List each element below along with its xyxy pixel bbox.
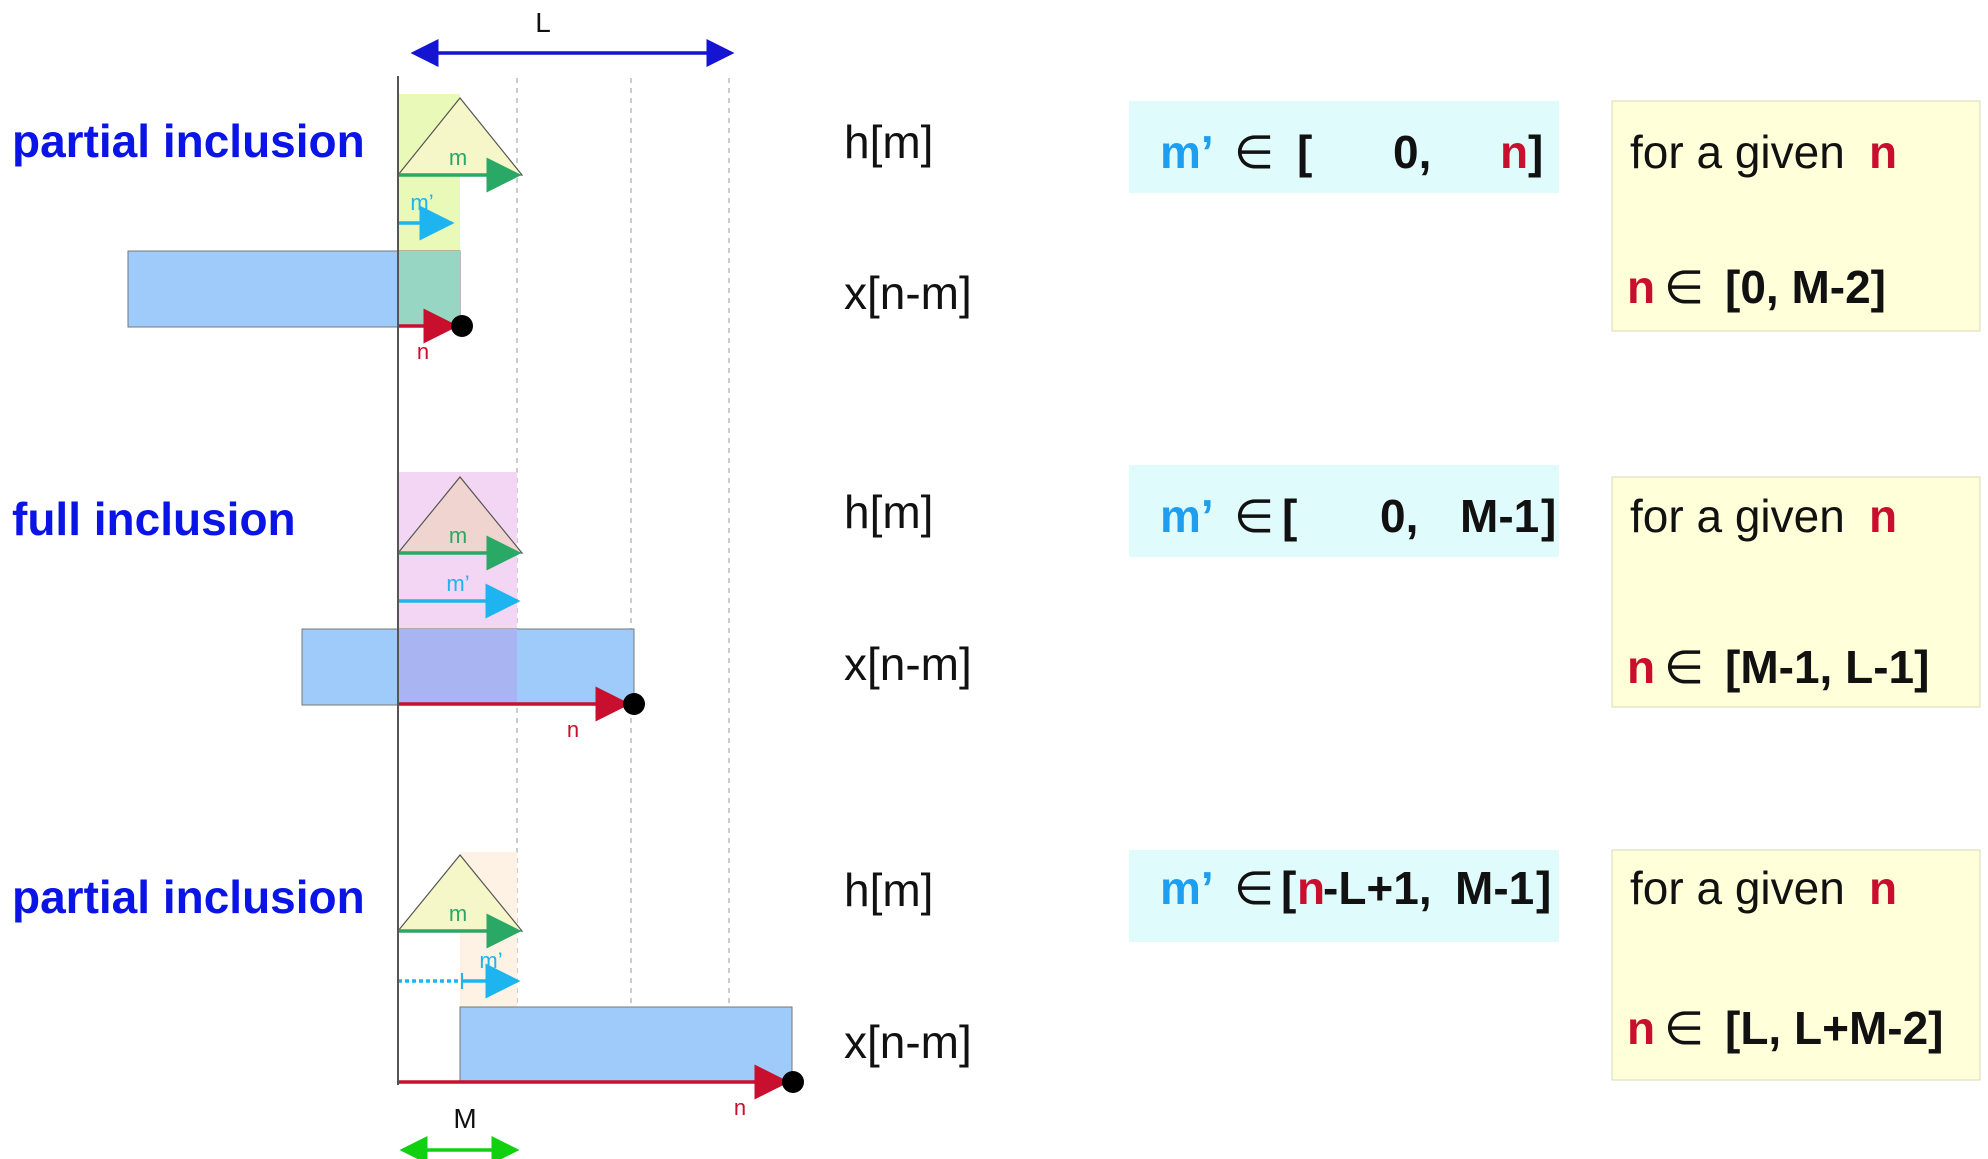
n-point	[451, 315, 473, 337]
row-1-h-label: h[m]	[844, 116, 933, 168]
given-var-2: n	[1627, 641, 1655, 693]
m-label: m	[449, 901, 467, 926]
given-elem: ∈	[1664, 261, 1704, 313]
given-var-2: n	[1627, 1002, 1655, 1054]
row-2-x-label: x[n-m]	[844, 638, 972, 690]
row-1-diagram: m m’ n	[127, 94, 524, 364]
length-M-label: M	[453, 1103, 476, 1134]
range-elem: ∈	[1234, 490, 1274, 542]
range-n: n	[1297, 862, 1325, 914]
range-lo: -L+1,	[1323, 862, 1432, 914]
m-prime-label: m’	[410, 190, 433, 215]
range-var: m’	[1160, 126, 1214, 178]
range-close: ]	[1536, 862, 1551, 914]
range-close: ]	[1528, 126, 1543, 178]
m-label: m	[449, 145, 467, 170]
range-lo: 0,	[1393, 126, 1431, 178]
row-2-diagram: m m’ n	[301, 472, 645, 742]
row-2-h-label: h[m]	[844, 486, 933, 538]
range-box-2: m’ ∈ [ 0, M-1 ]	[1129, 465, 1559, 557]
m-label: m	[449, 523, 467, 548]
given-elem: ∈	[1664, 1002, 1704, 1054]
range-open: [	[1282, 490, 1297, 542]
overlap-rect	[398, 629, 517, 705]
given-elem: ∈	[1664, 641, 1704, 693]
given-box-1: for a given n n ∈ [0, M-2]	[1611, 100, 1981, 332]
given-text: for a given	[1630, 862, 1845, 914]
n-label: n	[567, 717, 579, 742]
given-text: for a given	[1630, 490, 1845, 542]
range-close: ]	[1541, 490, 1556, 542]
range-hi: n	[1500, 126, 1528, 178]
length-L-label: L	[535, 7, 551, 38]
guide-lines	[516, 78, 730, 1085]
m-prime-label: m’	[446, 571, 469, 596]
range-open: [	[1297, 126, 1312, 178]
given-range: [L, L+M-2]	[1725, 1002, 1943, 1054]
row-3-x-label: x[n-m]	[844, 1016, 972, 1068]
given-box-3: for a given n n ∈ [L, L+M-2]	[1611, 849, 1981, 1081]
range-hi: M-1	[1455, 862, 1534, 914]
given-text: for a given	[1630, 126, 1845, 178]
row-2-title: full inclusion	[12, 493, 296, 545]
overlap-rect	[398, 251, 460, 327]
range-box-3: m’ ∈ [ n -L+1, M-1 ]	[1129, 850, 1559, 942]
range-box-1: m’ ∈ [ 0, n ]	[1129, 101, 1559, 193]
given-var: n	[1869, 126, 1897, 178]
row-3-title: partial inclusion	[12, 871, 365, 923]
m-prime-label: m’	[479, 948, 502, 973]
x-signal-rect	[459, 1006, 793, 1084]
given-box-2: for a given n n ∈ [M-1, L-1]	[1611, 476, 1981, 708]
range-var: m’	[1160, 862, 1214, 914]
range-open: [	[1281, 862, 1296, 914]
range-var: m’	[1160, 490, 1214, 542]
given-var: n	[1869, 490, 1897, 542]
given-var: n	[1869, 862, 1897, 914]
range-elem: ∈	[1234, 126, 1274, 178]
n-label: n	[417, 339, 429, 364]
range-elem: ∈	[1234, 862, 1274, 914]
n-label: n	[734, 1095, 746, 1120]
n-point	[623, 693, 645, 715]
row-3-h-label: h[m]	[844, 864, 933, 916]
range-lo: 0,	[1380, 490, 1418, 542]
given-var-2: n	[1627, 261, 1655, 313]
row-3-diagram: m m’ n	[396, 852, 804, 1120]
row-1-title: partial inclusion	[12, 115, 365, 167]
n-point	[782, 1071, 804, 1093]
given-range: [0, M-2]	[1725, 261, 1886, 313]
row-1-x-label: x[n-m]	[844, 267, 972, 319]
given-range: [M-1, L-1]	[1725, 641, 1929, 693]
range-hi: M-1	[1460, 490, 1539, 542]
